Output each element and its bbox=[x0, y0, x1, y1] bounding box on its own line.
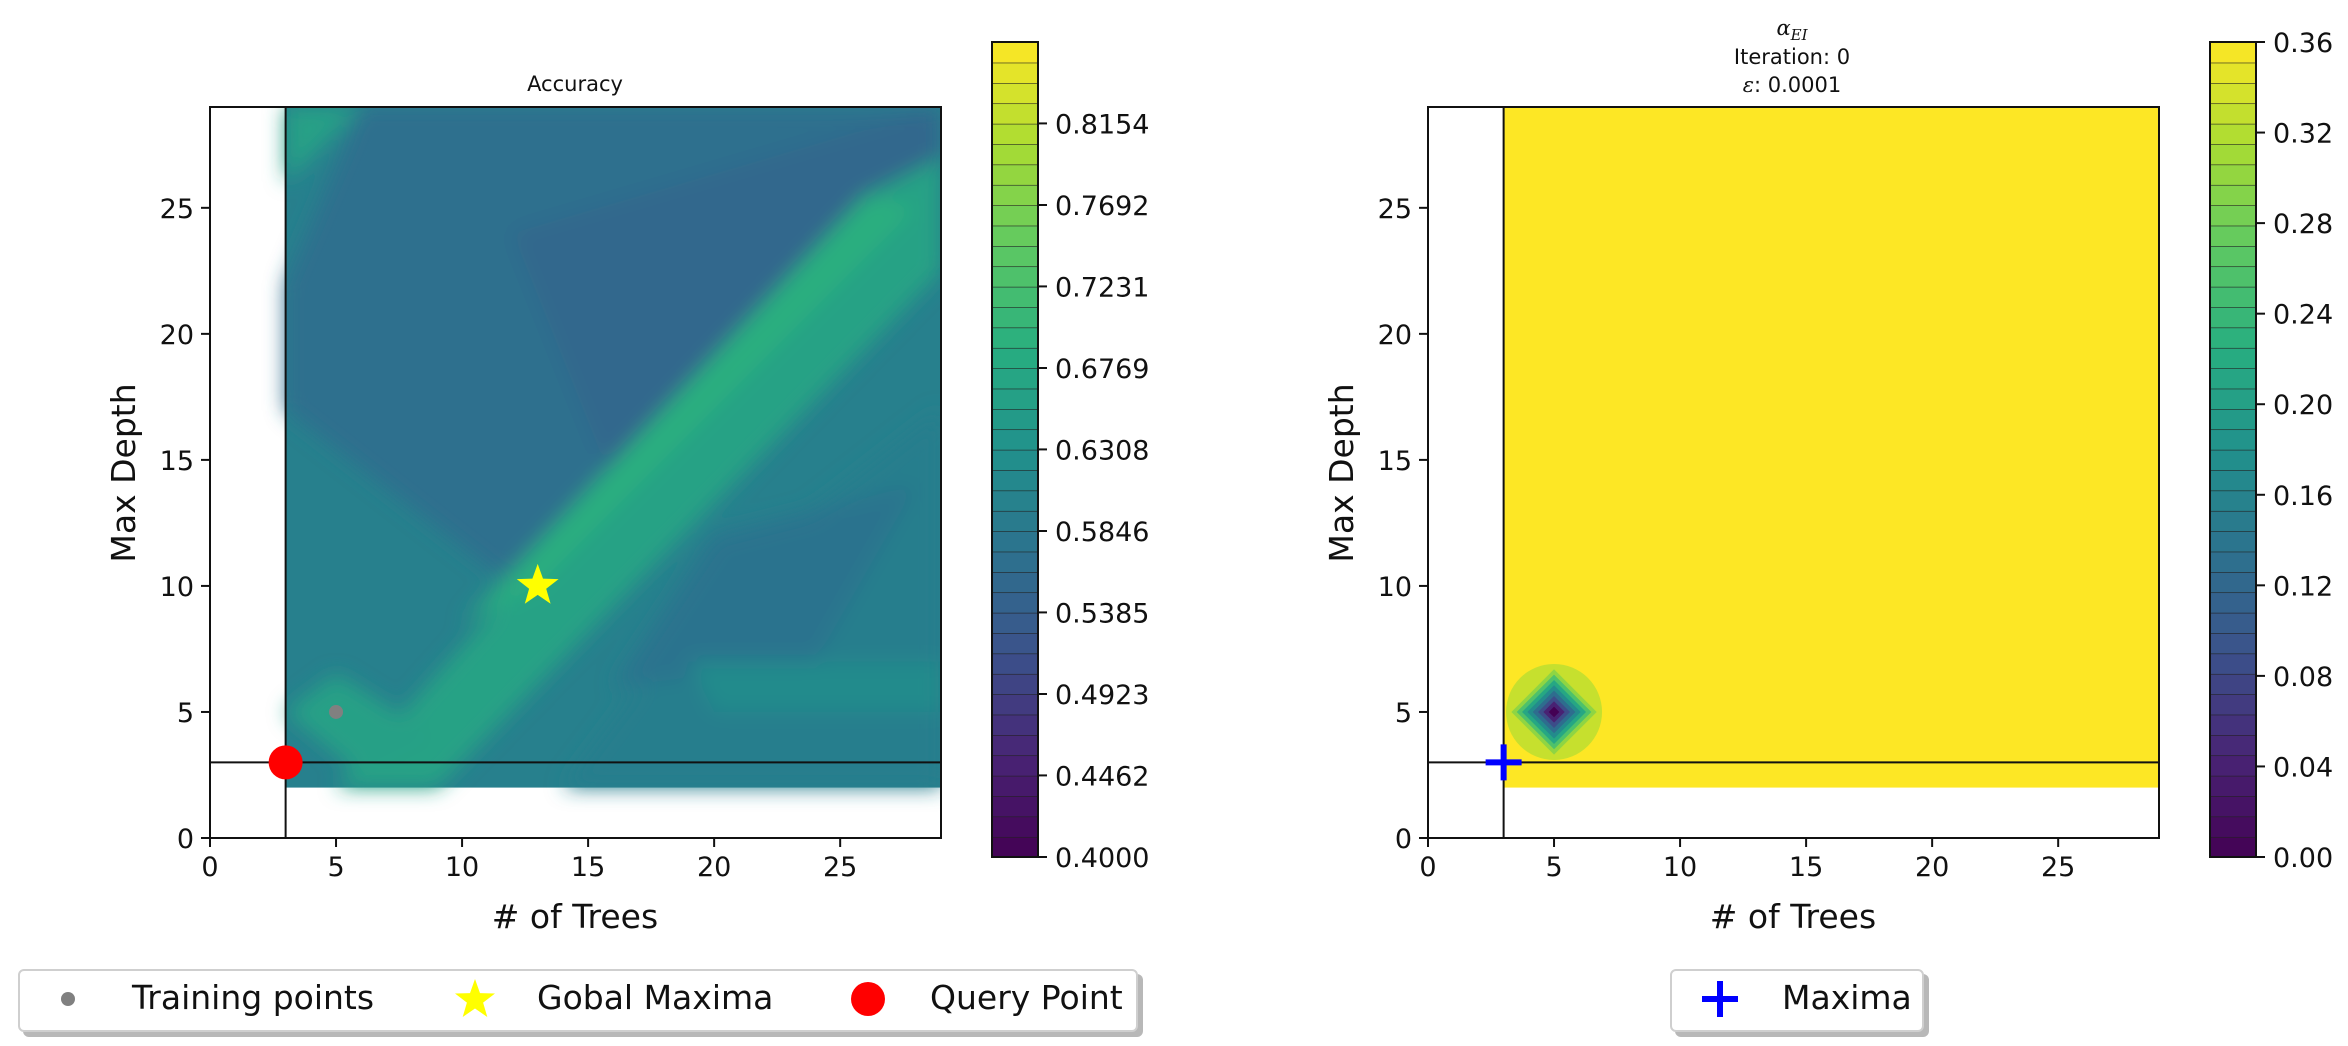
acquisition-xtick-label: 15 bbox=[1789, 852, 1823, 883]
acquisition-cbar-label: 0.32 bbox=[2273, 119, 2333, 150]
accuracy-xtick-label: 20 bbox=[697, 852, 731, 883]
acquisition-title-subscript: EI bbox=[1790, 26, 1809, 44]
acquisition-cbar-label: 0.04 bbox=[2273, 752, 2333, 783]
acquisition-y-label: Max Depth bbox=[1322, 383, 1361, 562]
acquisition-cbar-label: 0.20 bbox=[2273, 390, 2333, 421]
acquisition-ytick-label: 20 bbox=[1378, 320, 1412, 351]
epsilon-symbol: ε bbox=[1743, 73, 1754, 97]
acquisition-x-label: # of Trees bbox=[1710, 897, 1876, 936]
accuracy-ytick-label: 0 bbox=[177, 824, 194, 855]
acquisition-cbar-label: 0.12 bbox=[2273, 571, 2333, 602]
acquisition-ytick-label: 15 bbox=[1378, 446, 1412, 477]
acquisition-heatmap-panel: αEI Iteration: 0 ε: 0.0001 0 5 10 15 20 25 0 5 1… bbox=[1322, 16, 2333, 936]
acquisition-cbar-label: 0.24 bbox=[2273, 300, 2333, 331]
accuracy-xtick-label: 15 bbox=[571, 852, 605, 883]
acquisition-ytick-label: 25 bbox=[1378, 194, 1412, 225]
accuracy-y-label: Max Depth bbox=[104, 383, 143, 562]
acquisition-legend: Maxima bbox=[1670, 969, 1924, 1032]
accuracy-xtick-label: 25 bbox=[823, 852, 857, 883]
acquisition-xtick-label: 20 bbox=[1915, 852, 1949, 883]
accuracy-colorbar: 0.4000 0.4462 0.4923 0.5385 0.5846 0.6308 0.67… bbox=[991, 41, 1149, 874]
acquisition-colorbar: 0.00 0.04 0.08 0.12 0.16 0.20 0.24 0.28 0.32 0.36 bbox=[2209, 28, 2333, 874]
training-point bbox=[329, 704, 344, 719]
accuracy-field bbox=[285, 107, 941, 788]
accuracy-axes-frame bbox=[209, 106, 942, 839]
accuracy-title: Accuracy bbox=[527, 72, 623, 96]
acquisition-xtick-label: 25 bbox=[2041, 852, 2075, 883]
accuracy-cbar-label: 0.7231 bbox=[1055, 272, 1149, 303]
acquisition-title-symbol: α bbox=[1776, 16, 1790, 40]
acquisition-ytick-label: 10 bbox=[1378, 572, 1412, 603]
acquisition-field bbox=[1503, 107, 2159, 788]
accuracy-cbar-label: 0.6769 bbox=[1055, 354, 1149, 385]
accuracy-xtick-label: 10 bbox=[445, 852, 479, 883]
legend-maxima-label: Gobal Maxima bbox=[537, 978, 774, 1017]
acquisition-cbar-label: 0.08 bbox=[2273, 662, 2333, 693]
accuracy-ytick-label: 10 bbox=[160, 572, 194, 603]
legend-query-label: Query Point bbox=[930, 978, 1123, 1017]
acquisition-title-epsilon: ε: 0.0001 bbox=[1743, 73, 1842, 97]
acquisition-xtick-label: 0 bbox=[1419, 852, 1436, 883]
accuracy-ytick-label: 20 bbox=[160, 320, 194, 351]
acquisition-title-iteration: Iteration: 0 bbox=[1734, 45, 1850, 69]
accuracy-cbar-label: 0.4462 bbox=[1055, 761, 1149, 792]
acquisition-cbar-label: 0.36 bbox=[2273, 28, 2333, 59]
legend-maxima-star bbox=[455, 979, 495, 1017]
acquisition-ytick-label: 5 bbox=[1395, 698, 1412, 729]
accuracy-ytick-label: 5 bbox=[177, 698, 194, 729]
accuracy-cbar-label: 0.7692 bbox=[1055, 191, 1149, 222]
accuracy-cbar-label: 0.5385 bbox=[1055, 598, 1149, 629]
acquisition-title-alpha: αEI bbox=[1776, 16, 1808, 44]
global-maxima-star bbox=[516, 563, 559, 604]
accuracy-cbar-label: 0.4923 bbox=[1055, 680, 1149, 711]
accuracy-cbar-label: 0.6308 bbox=[1055, 435, 1149, 466]
accuracy-cbar-label: 0.8154 bbox=[1055, 109, 1149, 140]
legend-plus-icon bbox=[1702, 981, 1738, 1017]
epsilon-value: : 0.0001 bbox=[1754, 73, 1841, 97]
accuracy-ytick-label: 25 bbox=[160, 194, 194, 225]
legend-maxima-plus-label: Maxima bbox=[1782, 978, 1912, 1017]
accuracy-cbar-label: 0.4000 bbox=[1055, 843, 1149, 874]
acquisition-cbar-label: 0.00 bbox=[2273, 843, 2333, 874]
acquisition-axes-frame bbox=[1427, 106, 2160, 839]
acquisition-cbar-label: 0.16 bbox=[2273, 481, 2333, 512]
legend-training-marker bbox=[61, 992, 75, 1006]
accuracy-xtick-label: 5 bbox=[327, 852, 344, 883]
accuracy-heatmap-panel: Accuracy 0 5 10 15 20 25 0 5 10 15 20 25 # of Trees… bbox=[104, 41, 1149, 936]
acquisition-cbar-label: 0.28 bbox=[2273, 209, 2333, 240]
query-point bbox=[268, 745, 303, 780]
accuracy-x-label: # of Trees bbox=[492, 897, 658, 936]
accuracy-cbar-label: 0.5846 bbox=[1055, 517, 1149, 548]
accuracy-legend: Training points Gobal Maxima Query Point bbox=[18, 969, 1138, 1032]
acquisition-ytick-label: 0 bbox=[1395, 824, 1412, 855]
acquisition-xtick-label: 10 bbox=[1663, 852, 1697, 883]
accuracy-ytick-label: 15 bbox=[160, 446, 194, 477]
legend-training-label: Training points bbox=[132, 978, 375, 1017]
legend-query-marker bbox=[851, 982, 885, 1016]
accuracy-xtick-label: 0 bbox=[201, 852, 218, 883]
maxima-plus-marker bbox=[1485, 744, 1522, 781]
acquisition-xtick-label: 5 bbox=[1545, 852, 1562, 883]
